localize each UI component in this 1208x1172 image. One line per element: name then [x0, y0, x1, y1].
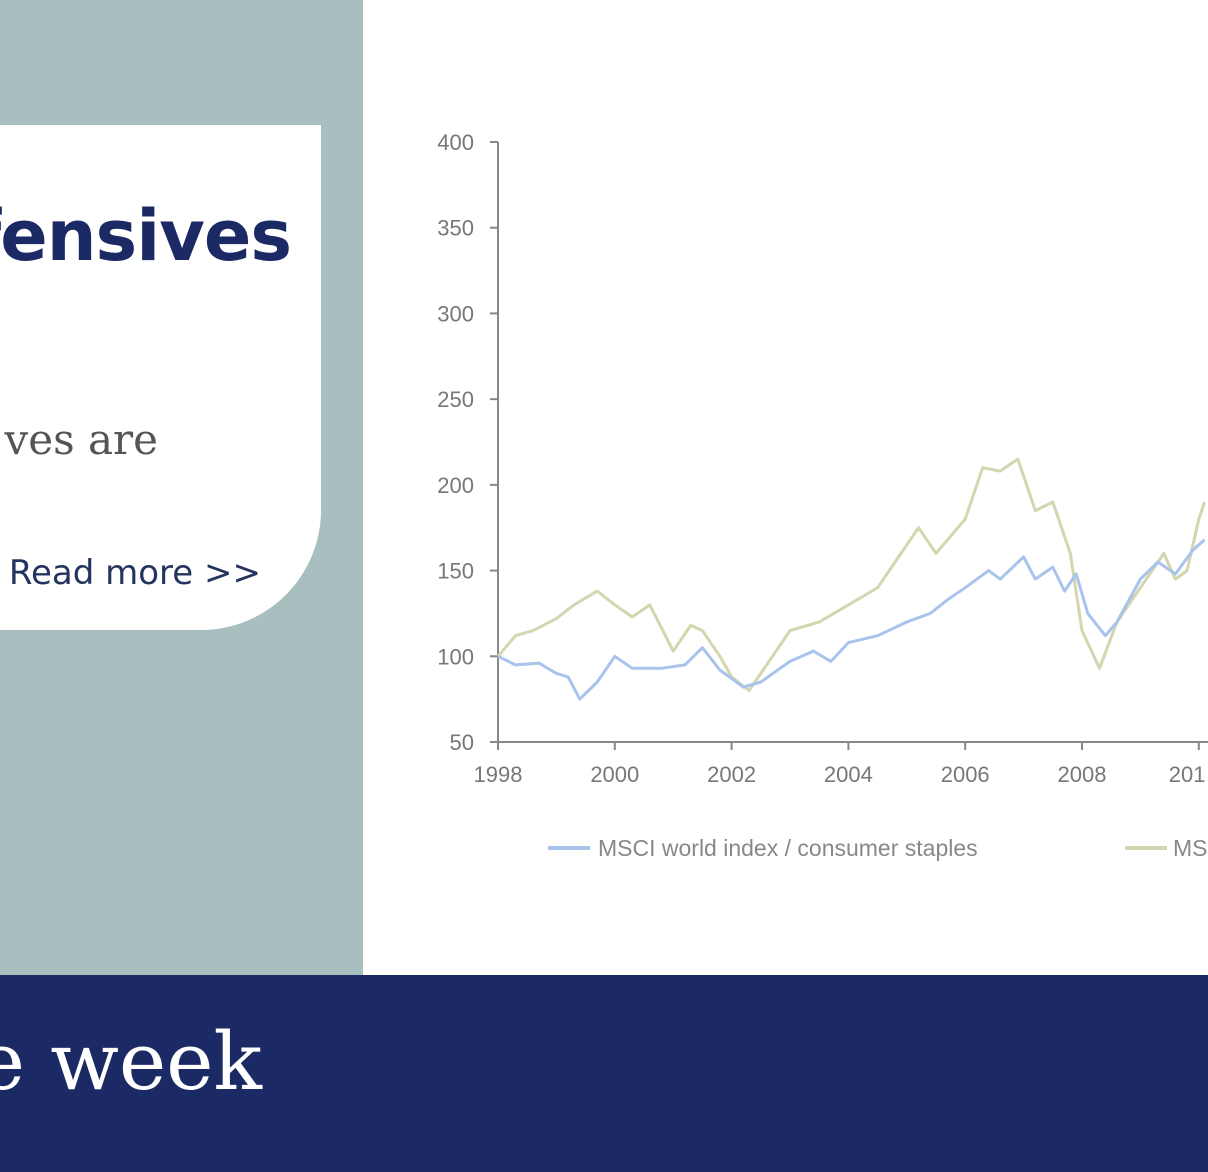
x-tick-label: 2002 [707, 762, 756, 787]
y-tick-label: 150 [437, 559, 474, 584]
left-panel: fensives ves are Read more >> [0, 0, 363, 975]
x-tick-label: 2008 [1058, 762, 1107, 787]
footer-title: e week [0, 1015, 262, 1108]
legend-label: MSCI world index / consumer staples [598, 835, 978, 861]
x-tick-label: 1998 [474, 762, 523, 787]
y-tick-label: 300 [437, 301, 474, 326]
y-tick-label: 350 [437, 216, 474, 241]
y-tick-label: 200 [437, 473, 474, 498]
y-tick-label: 50 [450, 730, 474, 755]
card-text: ves are [4, 415, 158, 464]
x-tick-label: 2000 [590, 762, 639, 787]
footer-banner: e week [0, 975, 1208, 1172]
y-tick-label: 100 [437, 644, 474, 669]
x-tick-label: 2004 [824, 762, 873, 787]
x-tick-label: 201 [1169, 762, 1206, 787]
card-title: fensives [0, 195, 292, 277]
series-line-0 [497, 538, 1206, 701]
legend-label: MS [1173, 835, 1208, 861]
series-line-1 [496, 457, 1207, 693]
x-tick-label: 2006 [941, 762, 990, 787]
y-tick-label: 400 [437, 130, 474, 155]
article-card: fensives ves are Read more >> [0, 125, 321, 630]
read-more-link[interactable]: Read more >> [8, 553, 261, 593]
y-tick-label: 250 [437, 387, 474, 412]
